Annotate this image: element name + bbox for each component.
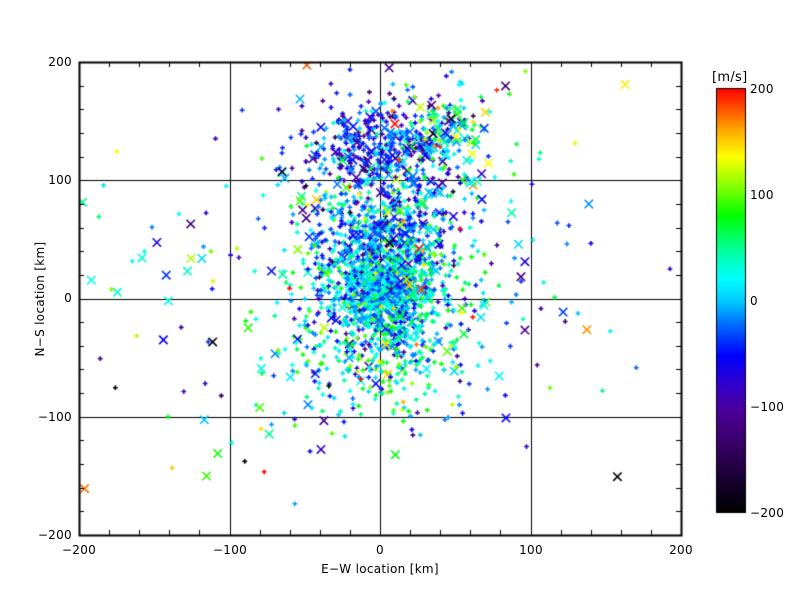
- y-tick-label: 100: [48, 173, 72, 187]
- x-tick-label: 100: [519, 543, 543, 557]
- colorbar-tick-label: −200: [750, 506, 785, 520]
- y-tick-label: −100: [37, 410, 72, 424]
- x-axis-label: E−W location [km]: [321, 562, 439, 576]
- colorbar-unit-label: [m/s]: [712, 70, 748, 85]
- colorbar-tick-label: 200: [750, 82, 774, 96]
- y-tick-label: −200: [37, 528, 72, 542]
- colorbar-tick-label: −100: [750, 400, 785, 414]
- y-tick-label: 200: [48, 55, 72, 69]
- x-tick-label: 0: [376, 543, 384, 557]
- x-tick-label: −200: [61, 543, 97, 557]
- y-tick-label: 0: [64, 291, 72, 305]
- colorbar-tick-label: 100: [750, 188, 774, 202]
- colorbar-tick-label: 0: [750, 294, 758, 308]
- x-tick-label: 200: [669, 543, 693, 557]
- x-tick-label: −100: [212, 543, 248, 557]
